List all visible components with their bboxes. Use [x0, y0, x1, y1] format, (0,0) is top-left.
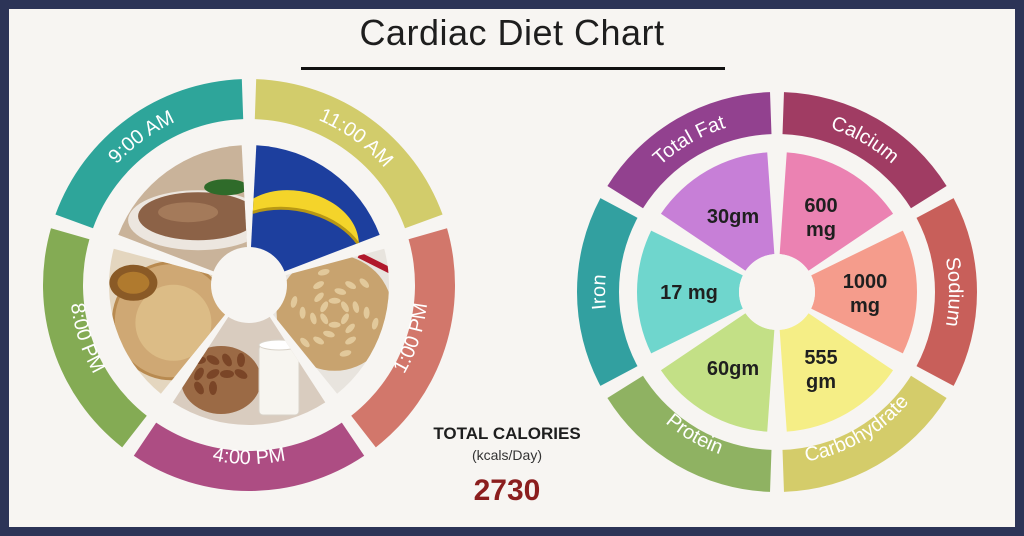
nutrient-value: 1000 mg: [843, 271, 888, 317]
nutrient-value: 60gm: [707, 358, 759, 380]
total-calories-unit: (kcals/Day): [471, 447, 542, 463]
nutrient-wedge: 555 gm: [779, 313, 894, 432]
nutrient-wheel-hub: [739, 254, 815, 330]
nutrient-wedge: 30gm: [660, 152, 775, 271]
total-calories-value: 2730: [473, 474, 541, 507]
nutrient-wedge: 60gm: [660, 313, 775, 432]
nutrient-segment: Iron: [577, 198, 638, 386]
nutrient-value: 555 gm: [804, 347, 837, 393]
title-underline: [301, 67, 725, 70]
nutrient-wedge: 17 mg: [637, 230, 743, 354]
nutrient-value: 600 mg: [804, 195, 837, 241]
nutrient-segment: Sodium: [916, 198, 977, 386]
meal-segment: 4:00 PM: [133, 422, 365, 492]
nutrient-value: 30gm: [707, 206, 759, 228]
nutrient-name: Sodium: [941, 256, 966, 329]
nutrient-wedge: 1000 mg: [811, 230, 917, 354]
chart-title: Cardiac Diet Chart: [359, 12, 665, 53]
nutrient-wedge: 600 mg: [779, 152, 894, 271]
nutrient-name: Iron: [588, 274, 611, 311]
meal-wheel-hub: [211, 247, 287, 323]
nutrient-value: 17 mg: [660, 282, 718, 304]
meal-time-wheel: 9:00 AM 11:00 AM1:00 PM4:00 PM8:00 PM: [42, 79, 455, 492]
meal-time-label: 4:00 PM: [211, 443, 287, 469]
total-calories-label: TOTAL CALORIES: [433, 424, 581, 443]
